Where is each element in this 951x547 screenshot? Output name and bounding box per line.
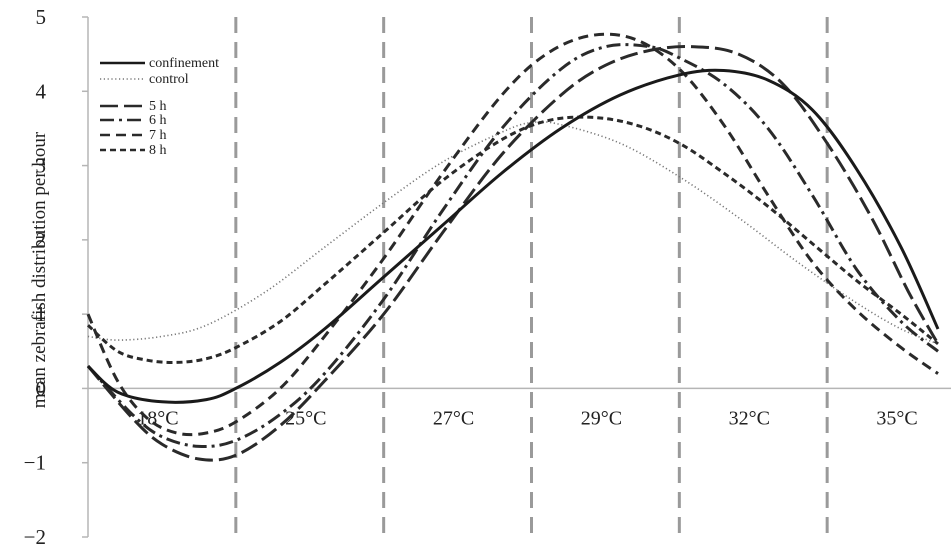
series-lines — [86, 32, 940, 462]
category-label: 25°C — [285, 407, 326, 429]
y-tick-label: 1 — [36, 302, 47, 326]
axes: −2 −1 0 1 2 3 4 5 18°C 25°C 27°C 29°C 32°C 35°C — [24, 5, 951, 547]
legend-label-control: control — [149, 72, 189, 87]
y-tick-label: −2 — [24, 525, 46, 547]
series-line-confinement — [86, 68, 940, 404]
series-line-6-h — [86, 43, 939, 449]
category-label: 29°C — [581, 407, 622, 429]
y-tick-label: 5 — [36, 5, 47, 29]
legend-label-7-h: 7 h — [149, 128, 167, 143]
y-tick-label: 4 — [36, 79, 47, 103]
y-tick-label: −1 — [24, 451, 46, 475]
y-tick-label: 0 — [36, 376, 47, 400]
y-axis-label: mean zebrafish distribution per hour — [29, 131, 50, 409]
series-line-8-h — [86, 115, 939, 364]
legend-label-8-h: 8 h — [149, 143, 167, 158]
category-label: 18°C — [137, 407, 178, 429]
divider-lines — [234, 17, 829, 537]
y-tick-label: 2 — [36, 228, 47, 252]
legend-label-6-h: 6 h — [149, 113, 167, 128]
category-label: 27°C — [433, 407, 474, 429]
series-line-control — [87, 120, 939, 345]
legend-label-5-h: 5 h — [149, 99, 167, 114]
y-tick-label: 3 — [36, 154, 47, 178]
series-line-5-h — [86, 45, 940, 462]
legend-label-confinement: confinement — [149, 56, 219, 71]
series-line-7-h — [86, 32, 939, 437]
category-label: 35°C — [876, 407, 917, 429]
category-label: 32°C — [729, 407, 770, 429]
